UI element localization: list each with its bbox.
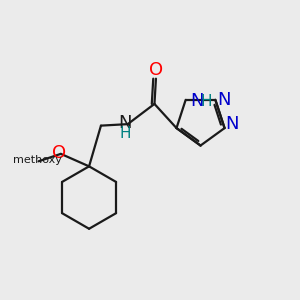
Text: O: O bbox=[52, 144, 66, 162]
Text: O: O bbox=[149, 61, 163, 79]
Text: H: H bbox=[120, 127, 131, 142]
Text: N: N bbox=[217, 91, 230, 109]
Text: methoxy: methoxy bbox=[13, 155, 61, 165]
Text: N: N bbox=[190, 92, 204, 110]
Text: N: N bbox=[118, 114, 132, 132]
Text: H: H bbox=[200, 94, 212, 109]
Text: N: N bbox=[225, 115, 239, 133]
